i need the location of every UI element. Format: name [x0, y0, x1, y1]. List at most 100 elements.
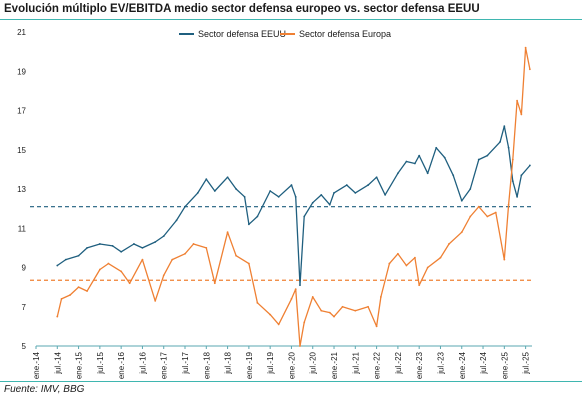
- y-tick-label: 5: [22, 342, 27, 351]
- data-point-europa: [60, 298, 63, 300]
- data-point-eeuu: [469, 188, 472, 190]
- data-point-europa: [524, 46, 527, 49]
- data-point-eeuu: [486, 154, 489, 157]
- x-tick-label: ene.-17: [160, 351, 169, 379]
- data-point-eeuu: [516, 195, 518, 198]
- data-point-eeuu: [277, 195, 280, 198]
- data-point-europa: [247, 262, 250, 265]
- data-point-eeuu: [396, 172, 399, 175]
- title-divider: [0, 19, 582, 20]
- data-point-eeuu: [196, 192, 199, 194]
- data-point-eeuu: [154, 241, 157, 243]
- data-point-europa: [448, 243, 450, 245]
- data-point-europa: [303, 321, 306, 324]
- x-tick-label: jul.-24: [479, 351, 488, 374]
- data-point-europa: [507, 203, 510, 206]
- data-point-europa: [388, 262, 391, 265]
- data-point-europa: [56, 315, 59, 318]
- x-tick-label: ene.-21: [330, 351, 339, 379]
- data-point-eeuu: [452, 174, 455, 177]
- x-tick-label: ene.-18: [202, 351, 211, 379]
- data-point-eeuu: [226, 176, 229, 179]
- data-point-eeuu: [418, 154, 421, 157]
- data-point-europa: [320, 309, 323, 312]
- footer-divider: [0, 381, 582, 382]
- data-point-europa: [311, 296, 314, 298]
- x-tick-label: jul.-23: [436, 351, 445, 374]
- x-tick-label: jul.-25: [522, 351, 531, 374]
- x-tick-label: jul.-20: [309, 351, 318, 374]
- data-point-eeuu: [333, 192, 335, 194]
- y-tick-label: 15: [17, 146, 26, 155]
- data-point-eeuu: [235, 188, 238, 190]
- data-point-europa: [333, 315, 335, 318]
- data-point-eeuu: [77, 254, 80, 257]
- y-tick-label: 9: [22, 264, 27, 273]
- data-point-eeuu: [247, 223, 250, 226]
- data-point-eeuu: [443, 156, 446, 159]
- legend-label-eeuu: Sector defensa EEUU: [198, 29, 286, 39]
- data-point-eeuu: [299, 284, 301, 287]
- series-line-eeuu: [56, 125, 531, 286]
- data-point-eeuu: [367, 184, 369, 186]
- data-point-europa: [503, 258, 506, 261]
- x-tick-label: jul.-15: [96, 351, 105, 374]
- data-point-europa: [299, 345, 301, 347]
- data-point-europa: [486, 215, 489, 218]
- data-point-eeuu: [256, 215, 259, 218]
- data-point-europa: [69, 294, 71, 296]
- data-point-eeuu: [511, 180, 514, 183]
- x-tick-label: jul.-14: [53, 351, 62, 374]
- data-point-europa: [405, 264, 408, 267]
- x-tick-label: ene.-15: [75, 351, 84, 379]
- x-tick-label: jul.-18: [224, 351, 233, 374]
- data-point-eeuu: [328, 203, 331, 206]
- data-point-europa: [418, 284, 421, 287]
- data-point-eeuu: [435, 146, 438, 149]
- chart-title: Evolución múltiplo EV/EBITDA medio secto…: [4, 3, 480, 15]
- y-tick-label: 11: [18, 224, 27, 233]
- data-point-eeuu: [460, 199, 463, 202]
- data-point-eeuu: [184, 205, 186, 208]
- y-tick-label: 17: [17, 107, 26, 116]
- data-point-europa: [414, 256, 416, 259]
- y-tick-label: 19: [17, 67, 26, 76]
- data-point-europa: [439, 256, 442, 259]
- series-line-europa: [56, 47, 531, 347]
- data-point-europa: [107, 262, 110, 265]
- data-point-europa: [226, 231, 229, 234]
- data-point-europa: [354, 309, 357, 312]
- x-tick-label: jul.-22: [394, 351, 403, 374]
- data-point-europa: [128, 282, 131, 285]
- data-point-europa: [469, 215, 472, 218]
- legend-label-europa: Sector defensa Europa: [299, 29, 391, 39]
- data-point-europa: [235, 254, 238, 257]
- x-tick-label: jul.-19: [266, 351, 275, 374]
- data-point-eeuu: [320, 193, 323, 196]
- data-point-europa: [86, 290, 88, 292]
- chart-svg: Sector defensa EEUU Sector defensa Europ…: [17, 28, 532, 379]
- data-point-europa: [328, 311, 331, 314]
- data-point-eeuu: [375, 176, 378, 179]
- data-point-eeuu: [86, 246, 88, 249]
- data-point-eeuu: [111, 245, 114, 247]
- x-tick-label: ene.-24: [458, 351, 467, 379]
- data-point-europa: [341, 305, 344, 308]
- x-tick-label: ene.-23: [415, 351, 424, 379]
- data-point-eeuu: [141, 246, 144, 249]
- data-point-europa: [396, 252, 399, 255]
- data-point-eeuu: [294, 195, 297, 198]
- data-point-europa: [290, 298, 293, 300]
- data-point-europa: [367, 305, 369, 308]
- x-tick-label: jul.-16: [138, 351, 147, 374]
- data-point-europa: [171, 258, 174, 261]
- data-point-europa: [98, 268, 101, 271]
- data-point-europa: [184, 252, 186, 255]
- data-point-europa: [120, 270, 123, 273]
- x-tick-label: ene.-25: [500, 351, 509, 379]
- source-note: Fuente: IMV, BBG: [4, 384, 85, 395]
- x-tick-label: ene.-19: [245, 351, 254, 379]
- data-point-eeuu: [528, 164, 531, 167]
- x-tick-label: jul.-17: [181, 351, 190, 374]
- data-point-eeuu: [426, 172, 429, 175]
